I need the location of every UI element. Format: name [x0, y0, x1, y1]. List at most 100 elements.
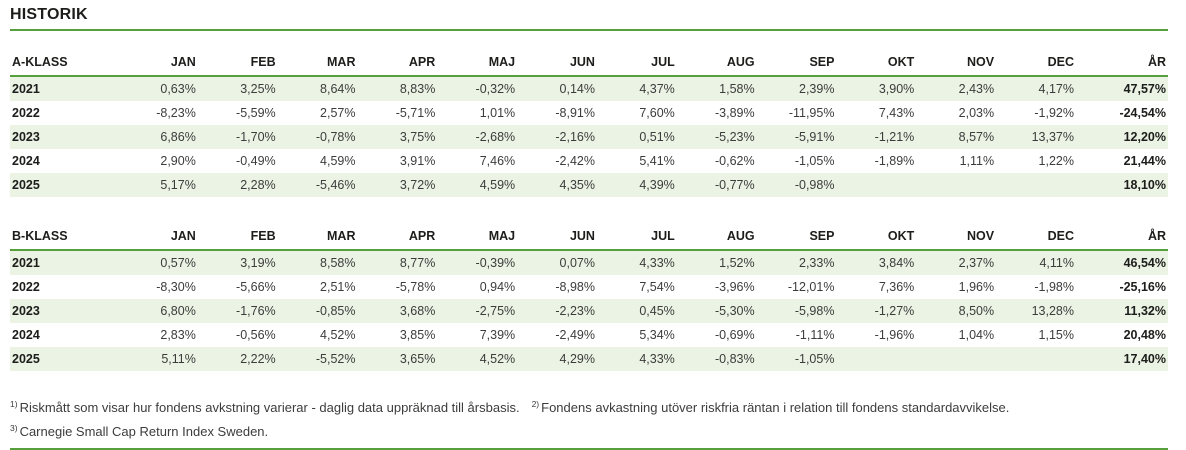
value-2021-okt: 3,90%	[878, 82, 915, 96]
value-2025-aug: -0,83%	[715, 352, 755, 366]
value-2022-sep: -11,95%	[788, 106, 835, 120]
value-2024-nov: 1,11%	[959, 154, 995, 168]
year-total-2023: 12,20%	[1123, 130, 1166, 144]
column-header-year-total: ÅR	[1076, 226, 1168, 251]
value-2023-feb: -1,76%	[236, 304, 276, 318]
a-klass-returns-table: A-KLASS JAN FEB MAR APR MAJ JUN JUL AUG SEP OKT NOV…	[10, 52, 1168, 197]
value-2021-aug: 1,52%	[719, 256, 755, 270]
value-2021-jan: 0,63%	[160, 82, 196, 96]
value-2021-feb: 3,25%	[240, 82, 276, 96]
value-2025-apr: 3,65%	[399, 352, 436, 366]
year-label: 2023	[12, 304, 40, 318]
year-total-2022: -25,16%	[1119, 280, 1166, 294]
value-2022-okt: 7,36%	[878, 280, 915, 294]
value-2025-jul: 4,33%	[639, 352, 675, 366]
a-klass-header-row: A-KLASS JAN FEB MAR APR MAJ JUN JUL AUG SEP OKT NOV…	[10, 52, 1168, 77]
column-header-aug: AUG	[676, 52, 757, 77]
a-klass-row-2023: 2023 6,86% -1,70% -0,78% 3,75% -2,68% -2,16% 0,…	[10, 125, 1168, 149]
value-2023-dec: 13,37%	[1031, 130, 1074, 144]
year-label: 2021	[12, 256, 40, 270]
value-2022-feb: -5,59%	[236, 106, 276, 120]
b-klass-row-2021: 2021 0,57% 3,19% 8,58% 8,77% -0,39% 0,07% 4,33%…	[10, 250, 1168, 275]
value-2025-okt	[836, 173, 916, 197]
value-2023-maj: -2,68%	[475, 130, 516, 144]
value-2025-maj: 4,59%	[479, 178, 516, 192]
value-2022-sep: -12,01%	[787, 280, 835, 294]
value-2025-jun: 4,29%	[559, 352, 595, 366]
year-total-2023: 11,32%	[1124, 304, 1166, 318]
column-header-sep: SEP	[756, 226, 837, 251]
year-total-2024: 20,48%	[1123, 328, 1166, 342]
a-klass-row-2024: 2024 2,90% -0,49% 4,59% 3,91% 7,46% -2,42% 5,41…	[10, 149, 1168, 173]
year-label: 2024	[12, 328, 40, 342]
value-2024-jun: -2,42%	[555, 154, 595, 168]
year-label: 2025	[12, 352, 40, 366]
value-2022-jun: -8,98%	[555, 280, 595, 294]
value-2023-jun: -2,23%	[555, 304, 595, 318]
value-2022-nov: 2,03%	[958, 106, 995, 120]
value-2022-jun: -8,91%	[555, 106, 595, 120]
value-2022-dec: -1,92%	[1034, 106, 1074, 120]
title-divider	[10, 29, 1168, 31]
column-header-aug: AUG	[676, 226, 757, 251]
value-2022-okt: 7,43%	[878, 106, 915, 120]
value-2021-jul: 4,33%	[639, 256, 675, 270]
value-2024-maj: 7,46%	[479, 154, 516, 168]
column-header-maj: MAJ	[437, 226, 518, 251]
value-2023-nov: 8,50%	[958, 304, 995, 318]
value-2021-apr: 8,77%	[399, 256, 436, 270]
value-2024-sep: -1,11%	[795, 328, 835, 342]
value-2022-apr: -5,71%	[395, 106, 436, 120]
value-2021-sep: 2,33%	[799, 256, 835, 270]
value-2021-sep: 2,39%	[799, 82, 835, 96]
value-2021-nov: 2,43%	[958, 82, 995, 96]
b-klass-header-row: B-KLASS JAN FEB MAR APR MAJ JUN JUL AUG SEP OKT NOV…	[10, 226, 1168, 251]
value-2023-mar: -0,78%	[315, 130, 356, 144]
value-2024-mar: 4,59%	[320, 154, 356, 168]
value-2021-nov: 2,37%	[958, 256, 995, 270]
footnote-2-marker: 2)	[531, 398, 540, 409]
value-2024-mar: 4,52%	[320, 328, 356, 342]
year-total-2021: 46,54%	[1123, 256, 1166, 270]
value-2022-mar: 2,51%	[320, 280, 356, 294]
value-2023-nov: 8,57%	[958, 130, 995, 144]
value-2022-maj: 1,01%	[479, 106, 516, 120]
value-2021-mar: 8,64%	[320, 82, 356, 96]
value-2021-jun: 0,14%	[559, 82, 595, 96]
value-2025-dec	[996, 347, 1076, 371]
value-2023-aug: -5,23%	[715, 130, 755, 144]
value-2025-maj: 4,52%	[479, 352, 516, 366]
value-2022-jan: -8,23%	[156, 106, 196, 120]
year-label: 2022	[12, 106, 40, 120]
column-header-okt: OKT	[836, 52, 917, 77]
value-2021-aug: 1,58%	[719, 82, 755, 96]
value-2023-jul: 0,45%	[639, 304, 675, 318]
value-2025-apr: 3,72%	[399, 178, 436, 192]
column-header-nov: NOV	[916, 52, 997, 77]
value-2024-jun: -2,49%	[555, 328, 595, 342]
footnote-line-2: 3) Carnegie Small Cap Return Index Sweden…	[10, 423, 1168, 439]
value-2022-maj: 0,94%	[479, 280, 516, 294]
column-header-jan: JAN	[118, 226, 198, 251]
column-header-dec: DEC	[996, 52, 1076, 77]
a-klass-table-label: A-KLASS	[10, 52, 118, 77]
value-2023-aug: -5,30%	[715, 304, 755, 318]
column-header-okt: OKT	[836, 226, 917, 251]
value-2025-feb: 2,22%	[240, 352, 276, 366]
value-2024-apr: 3,91%	[399, 154, 436, 168]
value-2024-jan: 2,90%	[160, 154, 196, 168]
column-header-jun: JUN	[517, 226, 597, 251]
value-2023-okt: -1,21%	[874, 130, 915, 144]
value-2023-jan: 6,80%	[160, 304, 196, 318]
column-header-nov: NOV	[916, 226, 997, 251]
a-klass-row-2025: 2025 5,17% 2,28% -5,46% 3,72% 4,59% 4,35% 4,39%…	[10, 173, 1168, 197]
b-klass-returns-table: B-KLASS JAN FEB MAR APR MAJ JUN JUL AUG SEP OKT NOV…	[10, 226, 1168, 371]
value-2022-aug: -3,89%	[715, 106, 755, 120]
value-2021-maj: -0,32%	[475, 82, 516, 96]
value-2024-maj: 7,39%	[479, 328, 516, 342]
column-header-apr: APR	[357, 52, 438, 77]
value-2024-dec: 1,22%	[1038, 154, 1074, 168]
value-2022-mar: 2,57%	[320, 106, 356, 120]
value-2022-nov: 1,96%	[958, 280, 995, 294]
